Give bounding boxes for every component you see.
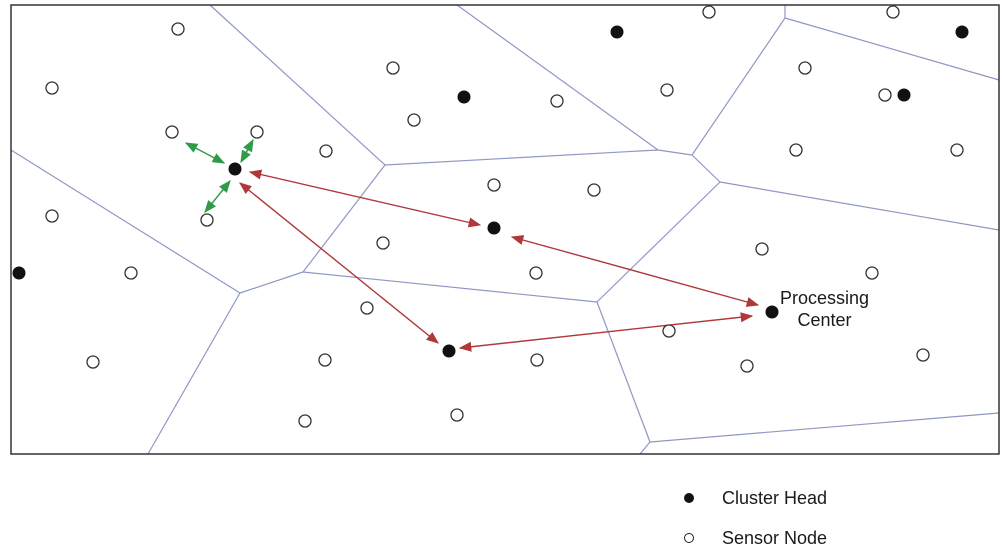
sensor-node <box>376 236 390 250</box>
sensor-node <box>702 5 716 19</box>
sensor-node <box>171 22 185 36</box>
sensor-node <box>529 266 543 280</box>
region-border <box>691 17 786 156</box>
processing-center-label: Processing Center <box>780 287 869 331</box>
cluster-head-link <box>239 182 439 344</box>
processing-center-label-line2: Center <box>797 310 852 330</box>
region-border <box>302 164 386 273</box>
sensor-node <box>487 178 501 192</box>
region-border <box>719 181 1000 231</box>
region-border <box>384 149 659 166</box>
region-border <box>596 181 721 303</box>
sensor-node-icon <box>684 533 694 543</box>
region-border <box>649 412 1000 443</box>
sensor-node <box>45 209 59 223</box>
cluster-head-icon <box>684 493 694 503</box>
sensor-node <box>662 324 676 338</box>
legend-cluster-head-label: Cluster Head <box>722 487 828 508</box>
processing-center-label-line1: Processing <box>780 288 870 308</box>
sensor-node <box>45 81 59 95</box>
region-border <box>239 271 304 294</box>
sensor-node <box>124 266 138 280</box>
cluster-head-link <box>248 169 482 228</box>
region-border <box>302 271 598 303</box>
legend-cluster-head: Cluster Head <box>680 486 827 510</box>
network-field-frame <box>10 4 1000 455</box>
region-border <box>147 292 241 455</box>
sensor-node-link <box>240 138 254 164</box>
sensor-node <box>660 83 674 97</box>
region-border <box>691 154 721 183</box>
region-border <box>596 301 651 443</box>
sensor-node <box>878 88 892 102</box>
processing-center-node <box>765 305 779 319</box>
sensor-node <box>86 355 100 369</box>
sensor-node <box>740 359 754 373</box>
sensor-node <box>386 61 400 75</box>
network-nodes <box>12 5 969 428</box>
sensor-node <box>318 353 332 367</box>
sensor-node <box>886 5 900 19</box>
region-border <box>784 17 1000 81</box>
cluster-head-node <box>12 266 26 280</box>
cluster-head-node <box>897 88 911 102</box>
processing-center-link <box>458 312 754 352</box>
legend-sensor-node: Sensor Node <box>680 526 827 550</box>
sensor-node <box>530 353 544 367</box>
cluster-head-node <box>228 162 242 176</box>
region-border <box>10 149 241 294</box>
sensor-node <box>950 143 964 157</box>
region-border <box>657 149 693 156</box>
sensor-node <box>360 301 374 315</box>
processing-center-link <box>510 235 760 307</box>
sensor-node <box>200 213 214 227</box>
region-border <box>209 4 386 166</box>
region-border <box>639 441 651 455</box>
cluster-head-node <box>457 90 471 104</box>
sensor-node <box>789 143 803 157</box>
sensor-node <box>798 61 812 75</box>
sensor-node <box>550 94 564 108</box>
sensor-node <box>165 125 179 139</box>
sensor-node <box>407 113 421 127</box>
legend-sensor-node-label: Sensor Node <box>722 527 828 548</box>
region-border <box>456 4 659 151</box>
voronoi-region-borders <box>10 4 1000 455</box>
communication-links <box>184 138 760 352</box>
cluster-head-node <box>487 221 501 235</box>
sensor-node <box>755 242 769 256</box>
sensor-node <box>916 348 930 362</box>
sensor-node <box>587 183 601 197</box>
sensor-node <box>865 266 879 280</box>
cluster-head-node <box>610 25 624 39</box>
cluster-head-node <box>442 344 456 358</box>
sensor-node-link <box>204 180 231 213</box>
sensor-node <box>298 414 312 428</box>
sensor-node-link <box>184 142 226 164</box>
sensor-node <box>250 125 264 139</box>
cluster-head-node <box>955 25 969 39</box>
sensor-node <box>319 144 333 158</box>
sensor-node <box>450 408 464 422</box>
